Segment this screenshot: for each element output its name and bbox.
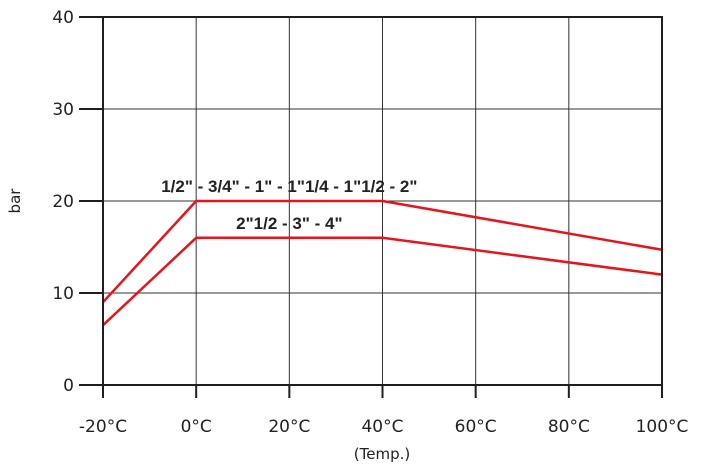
series-line-1 — [102, 199, 663, 304]
series-lines — [102, 199, 663, 327]
y-tick-label: 20 — [52, 192, 74, 212]
y-tick-label: 40 — [52, 8, 74, 28]
x-tick-label: 0°C — [181, 417, 212, 437]
series-labels: 1/2" - 3/4" - 1" - 1"1/4 - 1"1/2 - 2" 2"1… — [161, 177, 417, 233]
x-tick-label: 100°C — [636, 417, 689, 437]
y-axis-title: bar — [6, 188, 24, 214]
tick-labels: 0 10 20 30 40 -20°C 0°C 20°C 40°C 60°C 80°C 100°C — [52, 8, 688, 437]
x-tick-label: 60°C — [455, 417, 497, 437]
x-tick-label: -20°C — [79, 417, 127, 437]
x-tick-label: 20°C — [268, 417, 310, 437]
y-tick-label: 30 — [52, 100, 74, 120]
series-line-2 — [102, 236, 663, 327]
series-label-1: 1/2" - 3/4" - 1" - 1"1/4 - 1"1/2 - 2" — [161, 177, 417, 196]
x-tick-label: 40°C — [361, 417, 403, 437]
y-tick-label: 10 — [52, 284, 74, 304]
x-tick-label: 80°C — [548, 417, 590, 437]
y-tick-label: 0 — [63, 376, 74, 396]
series-label-2: 2"1/2 - 3" - 4" — [236, 214, 342, 233]
x-axis-title: (Temp.) — [354, 445, 410, 463]
plot-frame — [79, 16, 663, 398]
